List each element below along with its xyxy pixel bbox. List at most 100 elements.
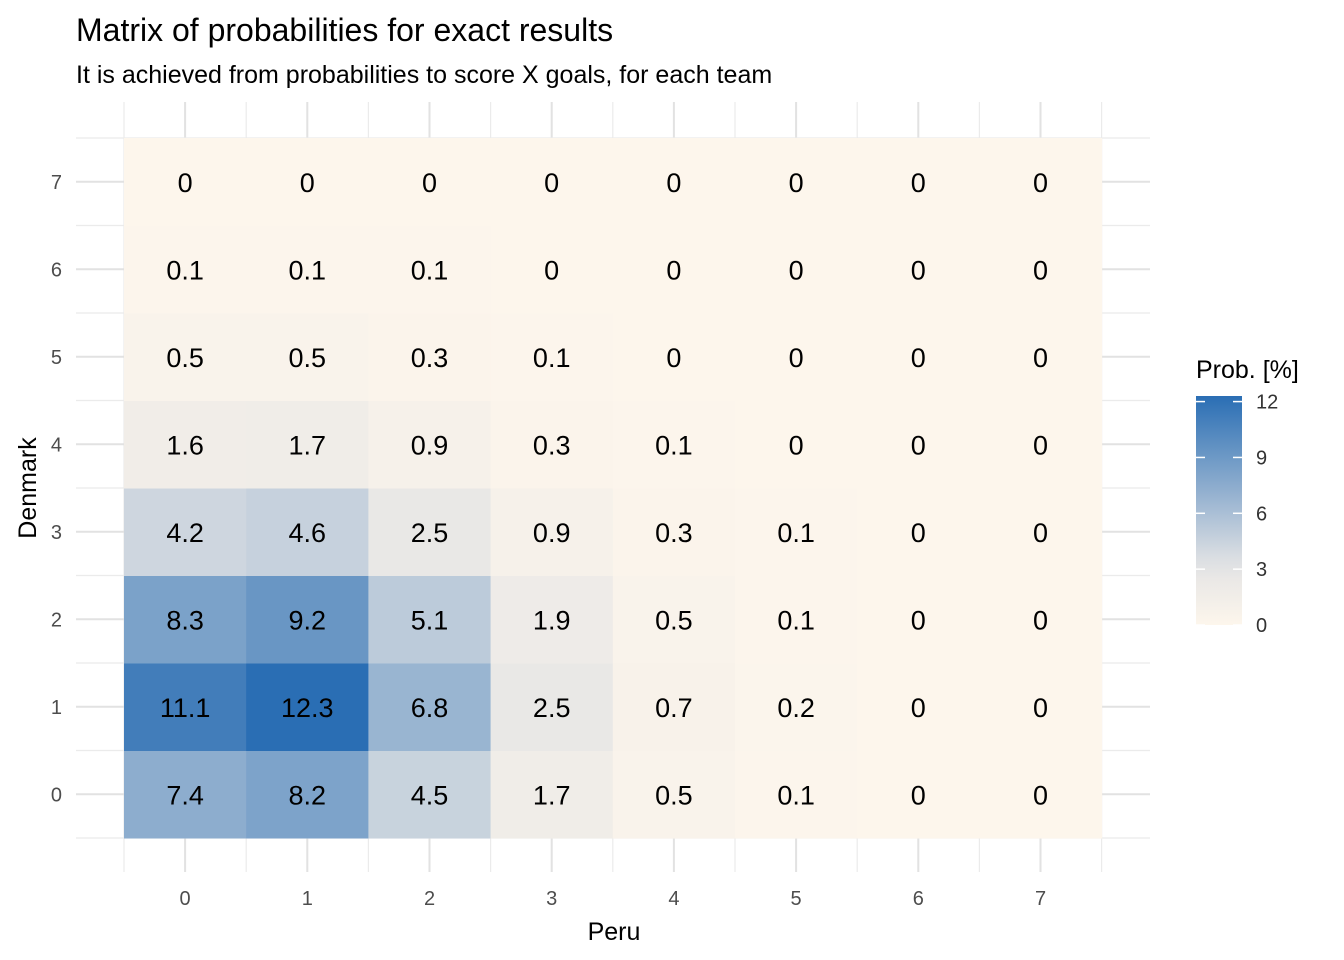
heatmap-cell xyxy=(612,400,736,489)
heatmap-cell xyxy=(490,750,614,839)
cell-value-label: 0 xyxy=(1033,168,1048,198)
heatmap-cell xyxy=(857,750,980,839)
cell-value-label: 0 xyxy=(1033,605,1048,635)
heatmap-cell xyxy=(246,663,369,751)
y-axis-ticks: 0 1 2 3 4 5 6 7 xyxy=(51,172,62,807)
heatmap-cell xyxy=(735,575,858,664)
cell-value-label: 2.5 xyxy=(533,693,571,723)
heatmap-cell xyxy=(979,400,1103,489)
heatmap-cell xyxy=(612,138,736,226)
cell-value-label: 0.7 xyxy=(655,693,693,723)
cell-value-label: 8.2 xyxy=(289,780,327,810)
heatmap-cell xyxy=(246,400,369,489)
heatmap-cell xyxy=(612,663,736,751)
y-tick-label: 6 xyxy=(51,259,62,281)
cell-value-label: 6.8 xyxy=(411,693,449,723)
heatmap-cell xyxy=(735,750,858,839)
cell-value-label: 0 xyxy=(911,693,926,723)
heatmap-cell xyxy=(124,138,247,226)
cell-value-label: 11.1 xyxy=(160,693,211,723)
cell-value-label: 0 xyxy=(1033,255,1048,285)
legend-tick-label: 12 xyxy=(1256,392,1278,414)
heatmap-cell xyxy=(124,750,247,839)
y-tick-label: 7 xyxy=(51,172,62,194)
cell-value-label: 0 xyxy=(300,168,315,198)
cell-value-label: 0 xyxy=(911,518,926,548)
legend-colorbar xyxy=(1196,396,1242,625)
heatmap-cell xyxy=(735,400,858,489)
heatmap-cell xyxy=(612,750,736,839)
heatmap-cell xyxy=(979,750,1103,839)
cell-value-label: 0.5 xyxy=(166,343,204,373)
color-legend: Prob. [%] 0 3 6 9 12 xyxy=(1196,356,1299,637)
heatmap-cell xyxy=(735,663,858,751)
cell-value-label: 0.1 xyxy=(777,605,815,635)
y-tick-label: 0 xyxy=(51,784,62,806)
cell-value-label: 4.2 xyxy=(166,518,204,548)
heatmap-cell xyxy=(979,488,1103,576)
legend-tick-label: 3 xyxy=(1256,559,1267,581)
heatmap-cell xyxy=(246,575,369,664)
cell-value-label: 1.6 xyxy=(166,430,204,460)
cell-value-label: 0 xyxy=(1033,430,1048,460)
cell-value-label: 0 xyxy=(666,255,681,285)
cell-value-label: 0 xyxy=(544,168,559,198)
heatmap-cell xyxy=(368,313,492,401)
cell-value-label: 0.5 xyxy=(655,780,693,810)
cell-value-label: 0.9 xyxy=(533,518,571,548)
heatmap-cell xyxy=(368,488,492,576)
chart-title: Matrix of probabilities for exact result… xyxy=(76,12,614,48)
heatmap-cell xyxy=(857,575,980,664)
x-tick-label: 4 xyxy=(668,888,679,910)
x-tick-label: 3 xyxy=(546,888,557,910)
cell-value-label: 0 xyxy=(789,343,804,373)
y-axis-title: Denmark xyxy=(14,437,42,539)
heatmap-cell xyxy=(857,225,980,314)
heatmap-cell xyxy=(490,488,614,576)
heatmap-cell xyxy=(490,225,614,314)
heatmap-cell xyxy=(857,138,980,226)
heatmap-cell xyxy=(979,138,1103,226)
cell-value-label: 0 xyxy=(911,168,926,198)
heatmap-cell xyxy=(735,138,858,226)
legend-tick-label: 0 xyxy=(1256,615,1267,637)
x-tick-label: 0 xyxy=(180,888,191,910)
cell-value-label: 0 xyxy=(1033,693,1048,723)
cell-value-label: 0 xyxy=(666,343,681,373)
heatmap-cell xyxy=(979,575,1103,664)
cell-value-label: 0.2 xyxy=(777,693,815,723)
cell-value-label: 0.3 xyxy=(533,430,571,460)
chart-subtitle: It is achieved from probabilities to sco… xyxy=(76,61,773,89)
heatmap-cell xyxy=(124,488,247,576)
cell-value-label: 2.5 xyxy=(411,518,449,548)
cell-value-label: 0 xyxy=(1033,518,1048,548)
heatmap-cell xyxy=(612,225,736,314)
heatmap-cell xyxy=(368,138,492,226)
cell-value-label: 9.2 xyxy=(289,605,327,635)
cell-value-label: 0 xyxy=(666,168,681,198)
heatmap-cells: 7.4 8.2 4.5 1.7 0.5 0.1 0 0 11.1 12.3 6.8 2.5 0.7 0.2… xyxy=(124,138,1103,839)
heatmap-cell xyxy=(246,750,369,839)
heatmap-cell xyxy=(368,225,492,314)
x-tick-label: 6 xyxy=(913,888,924,910)
cell-value-label: 0.1 xyxy=(655,430,693,460)
heatmap-cell xyxy=(124,575,247,664)
cell-value-label: 0.5 xyxy=(289,343,327,373)
heatmap-cell xyxy=(979,225,1103,314)
cell-value-label: 0 xyxy=(422,168,437,198)
cell-value-label: 0 xyxy=(911,255,926,285)
x-axis-title: Peru xyxy=(588,918,641,946)
x-axis-ticks: 0 1 2 3 4 5 6 7 xyxy=(180,888,1047,910)
cell-value-label: 0 xyxy=(1033,780,1048,810)
x-tick-label: 1 xyxy=(302,888,313,910)
heatmap-cell xyxy=(124,663,247,751)
heatmap-cell xyxy=(612,488,736,576)
cell-value-label: 1.9 xyxy=(533,605,571,635)
cell-value-label: 0 xyxy=(911,605,926,635)
cell-value-label: 0 xyxy=(789,255,804,285)
heatmap-cell xyxy=(124,313,247,401)
heatmap-cell xyxy=(735,313,858,401)
heatmap-cell xyxy=(368,750,492,839)
heatmap-cell xyxy=(124,400,247,489)
